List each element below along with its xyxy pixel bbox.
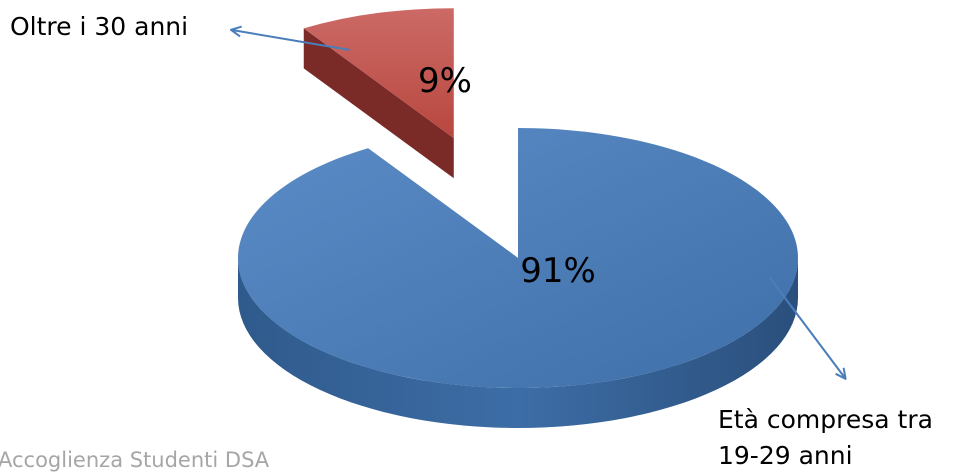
leader-line-small: [232, 30, 351, 51]
pie-value-label-small: 9%: [418, 61, 472, 101]
pie-slice-large: [237, 128, 798, 388]
pie-value-label-large: 91%: [520, 251, 596, 291]
leader-line-large: [769, 277, 845, 378]
pie-slice-small: [303, 8, 454, 139]
pie-slice-wall-small: [303, 28, 454, 179]
pie-category-label-line: 19-29 anni: [718, 441, 853, 470]
pie-slice-side-large: [238, 258, 798, 428]
footer-text: Accoglienza Studenti DSA: [0, 448, 270, 472]
pie-category-label-small: Oltre i 30 anni: [10, 12, 188, 41]
pie-category-label-large: Età compresa tra 19-29 anni: [718, 405, 933, 470]
pie-category-label-line: Età compresa tra: [718, 405, 933, 434]
